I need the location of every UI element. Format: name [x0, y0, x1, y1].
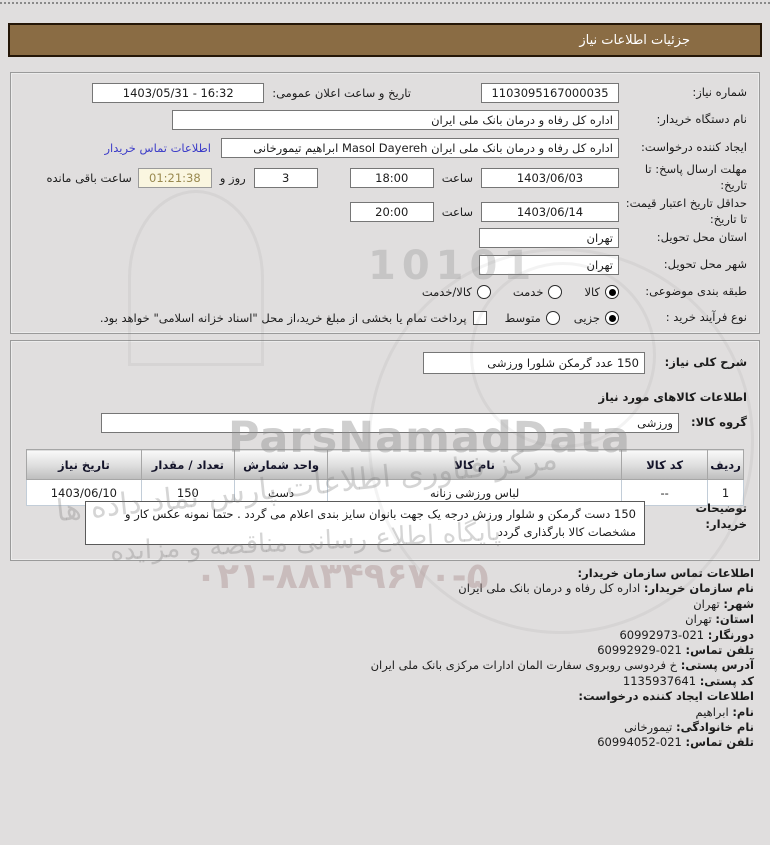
org-city-line: شهر: تهران [693, 596, 754, 611]
row-request-creator: ایجاد کننده درخواست: اداره کل رفاه و درم… [11, 136, 759, 160]
delivery-province-label: استان محل تحویل: [656, 230, 747, 245]
buyer-contact-link[interactable]: اطلاعات تماس خریدار [104, 141, 211, 155]
contact-info-section: اطلاعات تماس سازمان خریدار: نام سازمان خ… [16, 566, 754, 751]
buyer-org-label: نام دستگاه خریدار: [656, 112, 747, 127]
price-validity-time-field[interactable]: 20:00 [349, 202, 434, 222]
time-remaining-field: 01:21:38 [137, 168, 212, 188]
delivery-province-field[interactable]: تهران [479, 228, 619, 248]
goods-table: ردیف کد کالا نام کالا واحد شمارش تعداد /… [26, 449, 744, 506]
goods-info-title: اطلاعات کالاهای مورد نیاز [598, 390, 747, 404]
row-price-validity: حداقل تاریخ اعتبار قیمت: تا تاریخ: 1403/… [11, 195, 759, 229]
price-validity-date-field[interactable]: 1403/06/14 [481, 202, 619, 222]
org-province-line: استان: تهران [685, 612, 754, 627]
buyer-notes-label: توضیحات خریدار: [695, 501, 748, 531]
buyer-notes-box: 150 دست گرمکن و شلوار ورزش درجه یک جهت ب… [85, 501, 645, 545]
treasury-checkbox[interactable] [472, 311, 487, 325]
org-fax-line: دورنگار: 60992973-021 [619, 627, 754, 642]
org-contact-title: اطلاعات تماس سازمان خریدار: [577, 566, 754, 580]
org-name-line: نام سازمان خریدار: اداره کل رفاه و درمان… [458, 581, 754, 596]
org-address-line: آدرس پستی: خ فردوسی روبروی سفارت المان ا… [370, 658, 754, 673]
request-creator-label: ایجاد کننده درخواست: [641, 140, 747, 155]
org-phone-line: تلفن تماس: 60992929-021 [597, 643, 754, 658]
col-need-date: تاریخ نیاز [26, 449, 142, 480]
need-number-field[interactable]: 1103095167000035 [481, 83, 619, 103]
radio-medium-label: متوسط [504, 311, 541, 325]
need-description-label: شرح کلی نیاز: [664, 355, 747, 370]
page-title: جزئیات اطلاعات نیاز [8, 23, 762, 57]
goods-group-label: گروه کالا: [691, 415, 747, 430]
creator-first-name-line: نام: ابراهیم [695, 704, 754, 719]
row-delivery-city: شهر محل تحویل: تهران [11, 253, 759, 277]
delivery-city-label: شهر محل تحویل: [663, 257, 747, 272]
goods-group-field[interactable]: ورزشی [101, 413, 679, 433]
reply-deadline-date-field[interactable]: 1403/06/03 [481, 168, 619, 188]
radio-minor[interactable] [605, 311, 619, 325]
row-goods-info-title: اطلاعات کالاهای مورد نیاز [11, 385, 759, 409]
price-validity-label: حداقل تاریخ اعتبار قیمت: تا تاریخ: [625, 196, 747, 226]
row-purchase-process: نوع فرآیند خرید : جزیی متوسط پرداخت تمام… [11, 306, 759, 330]
radio-service-label: خدمت [512, 285, 544, 299]
page-title-text: جزئیات اطلاعات نیاز [579, 32, 690, 48]
purchase-process-label: نوع فرآیند خرید : [665, 310, 747, 325]
cell-row-number: 1 [707, 479, 744, 506]
row-need-number: شماره نیاز: 1103095167000035 تاریخ و ساع… [11, 81, 759, 105]
treasury-checkbox-label: پرداخت تمام یا بخشی از مبلغ خرید،از محل … [99, 311, 467, 325]
top-dotted-divider [0, 2, 770, 4]
buyer-org-field[interactable]: اداره کل رفاه و درمان بانک ملی ایران [172, 110, 619, 130]
radio-minor-label: جزیی [573, 311, 600, 325]
validity-hour-label: ساعت [441, 205, 473, 219]
row-delivery-province: استان محل تحویل: تهران [11, 226, 759, 250]
radio-goods-service[interactable] [476, 285, 491, 299]
announce-label: تاریخ و ساعت اعلان عمومی: [272, 86, 411, 100]
row-reply-deadline: مهلت ارسال پاسخ: تا تاریخ: 1403/06/03 سا… [11, 161, 759, 195]
row-buyer-notes: توضیحات خریدار: 150 دست گرمکن و شلوار ور… [11, 501, 759, 545]
radio-goods-service-label: کالا/خدمت [421, 285, 472, 299]
radio-medium[interactable] [545, 311, 560, 325]
need-description-field[interactable]: 150 عدد گرمکن شلورا ورزشی [423, 352, 645, 374]
reply-deadline-time-field[interactable]: 18:00 [349, 168, 434, 188]
reply-deadline-label: مهلت ارسال پاسخ: تا تاریخ: [644, 162, 747, 192]
row-subject-classification: طبقه بندی موضوعی: کالا خدمت کالا/خدمت [11, 280, 759, 304]
need-description-panel: شرح کلی نیاز: 150 عدد گرمکن شلورا ورزشی … [10, 340, 760, 561]
remaining-label: ساعت باقی مانده [46, 171, 132, 185]
row-need-description: شرح کلی نیاز: 150 عدد گرمکن شلورا ورزشی [11, 351, 759, 375]
org-postal-line: کد پستی: 1135937641 [622, 673, 754, 688]
creator-last-name-line: نام خانوادگی: تیمورخانی [624, 720, 754, 735]
goods-table-row: 1 -- لباس ورزشی زنانه دست 150 1403/06/10 [26, 479, 744, 506]
reply-hour-label: ساعت [441, 171, 473, 185]
row-buyer-org: نام دستگاه خریدار: اداره کل رفاه و درمان… [11, 108, 759, 132]
col-item-name: نام کالا [327, 449, 623, 480]
col-item-code: کد کالا [621, 449, 709, 480]
radio-goods[interactable] [605, 285, 619, 299]
radio-service[interactable] [548, 285, 563, 299]
request-creator-field[interactable]: اداره کل رفاه و درمان بانک ملی ایران Mas… [221, 138, 619, 158]
col-row-number: ردیف [707, 449, 744, 480]
creator-phone-line: تلفن تماس: 60994052-021 [597, 735, 754, 750]
delivery-city-field[interactable]: تهران [479, 255, 619, 275]
col-quantity: تعداد / مقدار [140, 449, 235, 480]
days-remaining-field[interactable]: 3 [253, 168, 318, 188]
row-goods-group: گروه کالا: ورزشی [11, 411, 759, 435]
need-number-label: شماره نیاز: [692, 85, 747, 100]
goods-table-header-row: ردیف کد کالا نام کالا واحد شمارش تعداد /… [26, 449, 744, 480]
radio-goods-label: کالا [584, 285, 600, 299]
col-count-unit: واحد شمارش [233, 449, 329, 480]
general-info-panel: شماره نیاز: 1103095167000035 تاریخ و ساع… [10, 72, 760, 334]
days-and-label: روز و [219, 171, 246, 185]
announce-datetime-field[interactable]: 1403/05/31 - 16:32 [92, 83, 265, 103]
creator-contact-title: اطلاعات ایجاد کننده درخواست: [578, 689, 754, 704]
subject-classification-label: طبقه بندی موضوعی: [645, 284, 747, 299]
